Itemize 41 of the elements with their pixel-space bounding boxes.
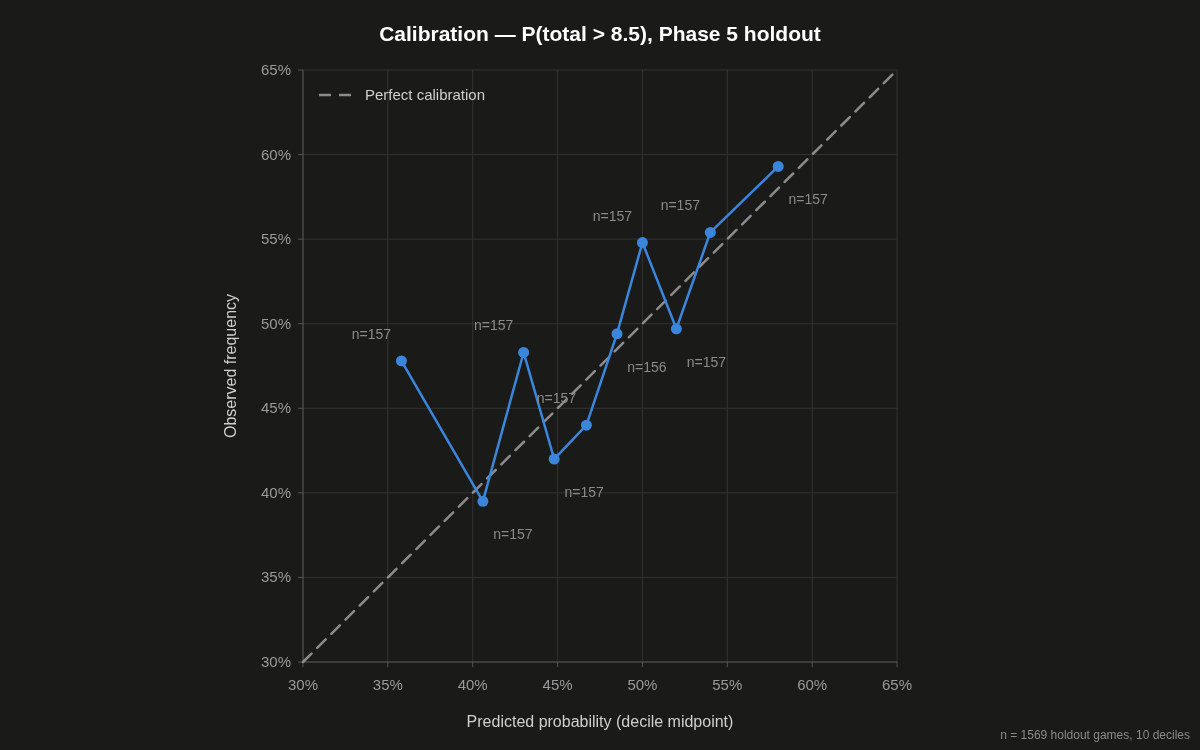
point: [395, 355, 407, 367]
annotation: n=157: [564, 484, 605, 501]
x-tick-label: 60%: [797, 676, 828, 693]
point: [611, 328, 623, 340]
x-tick-label: 55%: [712, 676, 743, 693]
annotation: n=156: [627, 358, 667, 375]
x-tick-label: 50%: [627, 676, 658, 693]
annotation: n=157: [536, 390, 577, 407]
annotation: n=157: [493, 526, 533, 543]
point: [580, 419, 592, 431]
point: [704, 226, 716, 238]
x-tick-label: 35%: [372, 676, 403, 693]
annotation: n=157: [660, 197, 701, 214]
point: [636, 237, 648, 249]
point: [772, 160, 784, 172]
point: [477, 495, 489, 507]
point: [518, 346, 530, 358]
x-tick-label: 65%: [881, 676, 913, 693]
y-tick-label: 65%: [260, 61, 291, 78]
y-tick-label: 40%: [260, 483, 291, 501]
text: n = 1569 holdout games, 10 deciles: [1000, 728, 1190, 742]
y-tick-label: 55%: [260, 230, 291, 248]
annotation: n=157: [686, 353, 727, 370]
point: [670, 323, 682, 335]
y-tick-label: 35%: [260, 568, 291, 586]
y-tick-label: 50%: [260, 314, 291, 332]
legend-label: Perfect calibration: [365, 86, 486, 103]
x-tick-label: 40%: [457, 676, 488, 693]
x-tick-label: 45%: [542, 676, 573, 693]
y-tick-label: 45%: [260, 399, 291, 417]
annotation: n=157: [788, 191, 829, 208]
point: [548, 453, 560, 465]
y-tick-label: 60%: [260, 145, 291, 163]
chart-title: Calibration — P(total > 8.5), Phase 5 holdout: [379, 22, 821, 45]
annotation: n=157: [592, 207, 633, 224]
annotation: n=157: [351, 325, 392, 342]
y-axis-title: Observed frequency: [222, 293, 239, 439]
y-tick-label: 30%: [260, 653, 291, 670]
x-axis-title: Predicted probability (decile midpoint): [466, 713, 734, 730]
annotation: n=157: [473, 317, 514, 334]
x-tick-label: 30%: [287, 676, 319, 693]
